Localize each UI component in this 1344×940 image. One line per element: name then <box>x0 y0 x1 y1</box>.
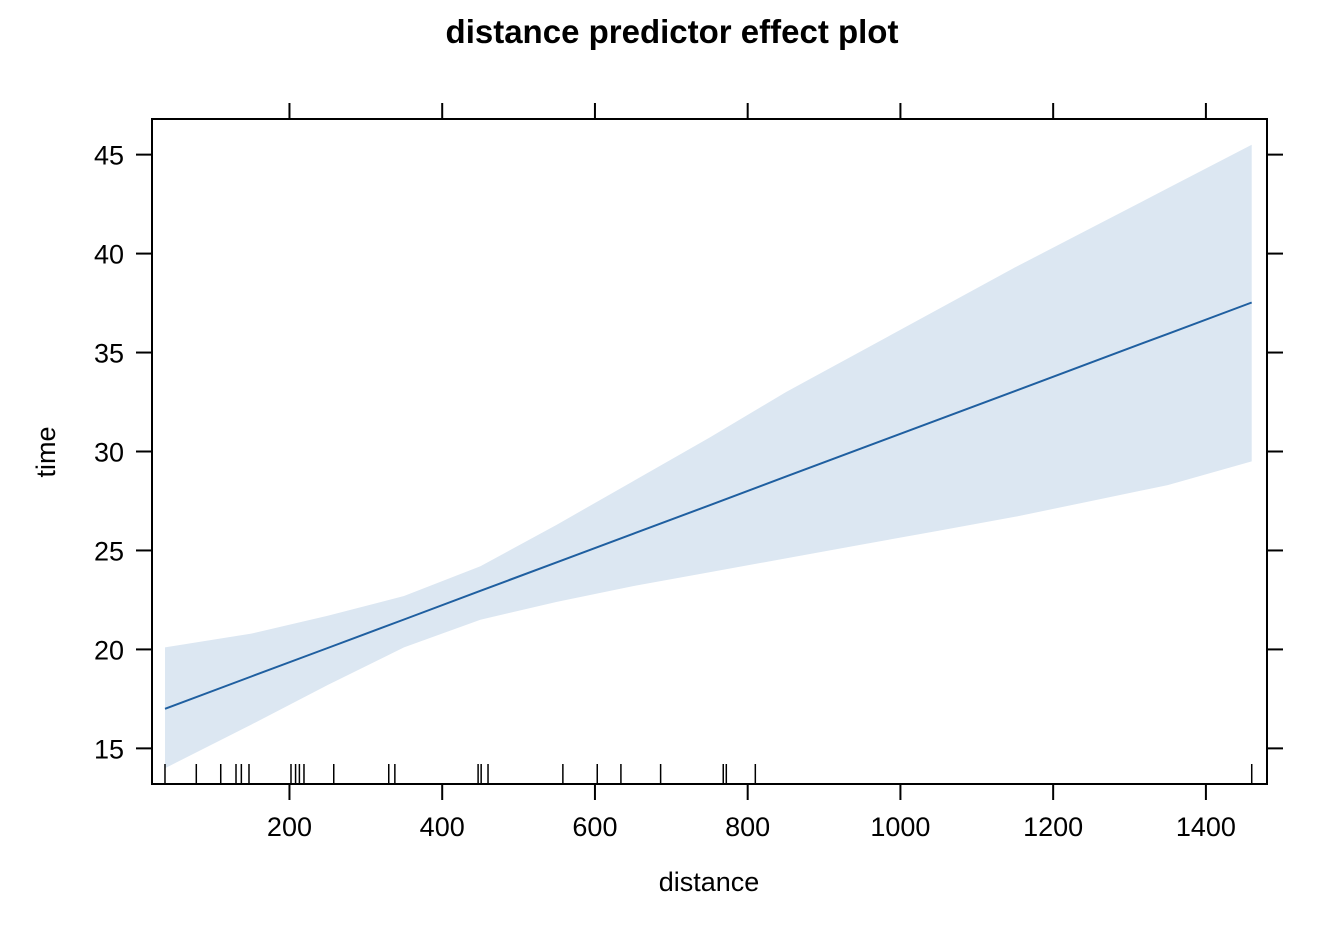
x-tick-label: 1000 <box>870 812 930 842</box>
rug-layer <box>164 764 1253 784</box>
y-tick-label: 30 <box>94 438 124 468</box>
x-tick-label: 200 <box>267 812 312 842</box>
confidence-band <box>165 144 1252 769</box>
fit-line <box>164 301 1253 710</box>
y-tick-label: 35 <box>94 339 124 369</box>
y-tick-label: 40 <box>94 240 124 270</box>
fit-line-layer <box>164 301 1253 710</box>
x-tick-label: 800 <box>725 812 770 842</box>
x-tick-label: 400 <box>420 812 465 842</box>
axes-layer: 200 400 600 800 1000 1200 1400 15 20 25 30 35 40 45 <box>94 103 1283 842</box>
x-axis-label: distance <box>659 867 760 897</box>
y-tick-label: 20 <box>94 635 124 665</box>
y-tick-label: 45 <box>94 141 124 171</box>
x-tick-label: 600 <box>572 812 617 842</box>
x-tick-label: 1400 <box>1176 812 1236 842</box>
confidence-band-layer <box>165 144 1252 769</box>
y-tick-label: 25 <box>94 536 124 566</box>
x-tick-label: 1200 <box>1023 812 1083 842</box>
y-axis-label: time <box>31 426 61 477</box>
plot-frame <box>151 118 1268 785</box>
chart-title: distance predictor effect plot <box>446 13 899 50</box>
y-tick-label: 15 <box>94 734 124 764</box>
